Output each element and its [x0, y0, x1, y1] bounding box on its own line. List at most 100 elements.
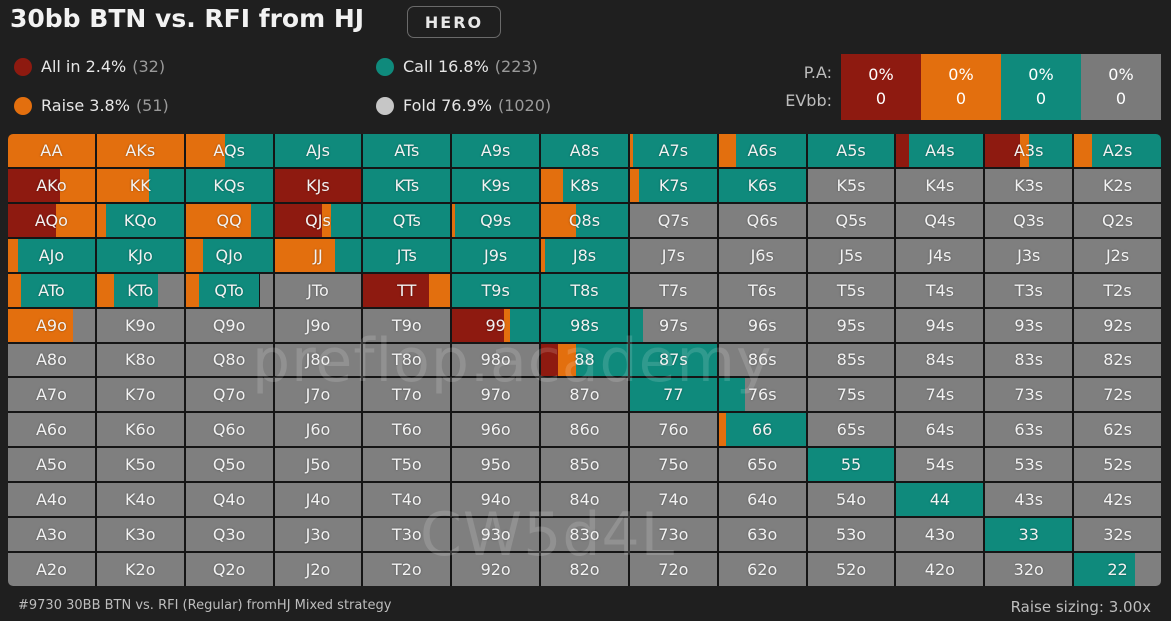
hand-cell[interactable]: 84o — [541, 483, 628, 517]
hand-cell[interactable]: TT — [363, 273, 451, 307]
hand-cell[interactable]: T3s — [985, 273, 1073, 307]
hand-cell[interactable]: QJo — [185, 238, 273, 272]
hand-cell[interactable]: A6s — [718, 134, 806, 167]
hand-cell[interactable]: T4s — [896, 273, 984, 307]
hand-cell[interactable]: 97s — [629, 308, 717, 342]
hand-cell[interactable]: T8o — [363, 343, 451, 377]
hand-cell[interactable]: 76s — [718, 378, 806, 412]
hand-cell[interactable]: J7s — [629, 238, 717, 272]
hand-cell[interactable]: AJo — [8, 238, 95, 272]
hand-cell[interactable]: 64o — [718, 483, 806, 517]
hand-cell[interactable]: J3s — [985, 238, 1073, 272]
hand-cell[interactable]: Q5s — [807, 203, 895, 237]
hand-cell[interactable]: J3o — [274, 518, 362, 552]
hand-cell[interactable]: 32s — [1074, 518, 1161, 552]
hand-cell[interactable]: Q2s — [1074, 203, 1161, 237]
hand-cell[interactable]: JTs — [363, 238, 451, 272]
hand-cell[interactable]: 97o — [452, 378, 540, 412]
hand-cell[interactable]: 82s — [1074, 343, 1161, 377]
hand-cell[interactable]: JTo — [274, 273, 362, 307]
hand-cell[interactable]: 85o — [541, 448, 628, 482]
hand-cell[interactable]: J5s — [807, 238, 895, 272]
hand-cell[interactable]: 53s — [985, 448, 1073, 482]
hand-cell[interactable]: K7o — [96, 378, 184, 412]
hand-cell[interactable]: 55 — [807, 448, 895, 482]
hand-cell[interactable]: T2s — [1074, 273, 1161, 307]
hand-cell[interactable]: Q6s — [718, 203, 806, 237]
hand-cell[interactable]: KTs — [363, 168, 451, 202]
hand-cell[interactable]: A9o — [8, 308, 95, 342]
hand-cell[interactable]: T6o — [363, 413, 451, 447]
hand-cell[interactable]: K3s — [985, 168, 1073, 202]
hand-cell[interactable]: A9s — [452, 134, 540, 167]
hand-cell[interactable]: A2s — [1074, 134, 1161, 167]
hand-cell[interactable]: KTo — [96, 273, 184, 307]
hand-cell[interactable]: J4o — [274, 483, 362, 517]
hand-cell[interactable]: K2o — [96, 553, 184, 586]
hand-cell[interactable]: 83s — [985, 343, 1073, 377]
hand-cell[interactable]: A4o — [8, 483, 95, 517]
hand-cell[interactable]: 77 — [629, 378, 717, 412]
hand-cell[interactable]: 86s — [718, 343, 806, 377]
hand-cell[interactable]: 44 — [896, 483, 984, 517]
hand-cell[interactable]: Q9o — [185, 308, 273, 342]
hand-cell[interactable]: 92s — [1074, 308, 1161, 342]
hand-cell[interactable]: 74o — [629, 483, 717, 517]
hand-cell[interactable]: K9s — [452, 168, 540, 202]
hand-cell[interactable]: 43o — [896, 518, 984, 552]
hand-cell[interactable]: A5o — [8, 448, 95, 482]
hand-cell[interactable]: 87s — [629, 343, 717, 377]
hand-cell[interactable]: 43s — [985, 483, 1073, 517]
hand-cell[interactable]: 86o — [541, 413, 628, 447]
hand-cell[interactable]: A8s — [541, 134, 628, 167]
hand-cell[interactable]: 96s — [718, 308, 806, 342]
hand-cell[interactable]: KJs — [274, 168, 362, 202]
hand-cell[interactable]: J7o — [274, 378, 362, 412]
hand-cell[interactable]: J8o — [274, 343, 362, 377]
hand-cell[interactable]: 87o — [541, 378, 628, 412]
hand-cell[interactable]: 65o — [718, 448, 806, 482]
hand-cell[interactable]: 94s — [896, 308, 984, 342]
hand-cell[interactable]: J9s — [452, 238, 540, 272]
hand-cell[interactable]: J6s — [718, 238, 806, 272]
hand-cell[interactable]: QTo — [185, 273, 273, 307]
hand-cell[interactable]: A2o — [8, 553, 95, 586]
hand-cell[interactable]: 95o — [452, 448, 540, 482]
hand-cell[interactable]: 94o — [452, 483, 540, 517]
hand-cell[interactable]: 75s — [807, 378, 895, 412]
hand-cell[interactable]: K6o — [96, 413, 184, 447]
hand-cell[interactable]: Q2o — [185, 553, 273, 586]
hand-cell[interactable]: J8s — [541, 238, 628, 272]
hand-cell[interactable]: Q8o — [185, 343, 273, 377]
hero-badge[interactable]: HERO — [407, 6, 501, 38]
hand-cell[interactable]: J2o — [274, 553, 362, 586]
hand-cell[interactable]: 62o — [718, 553, 806, 586]
hand-cell[interactable]: 85s — [807, 343, 895, 377]
hand-cell[interactable]: 92o — [452, 553, 540, 586]
hand-cell[interactable]: 54o — [807, 483, 895, 517]
hand-cell[interactable]: T6s — [718, 273, 806, 307]
hand-cell[interactable]: 93o — [452, 518, 540, 552]
hand-cell[interactable]: 73s — [985, 378, 1073, 412]
hand-cell[interactable]: J5o — [274, 448, 362, 482]
hand-cell[interactable]: 65s — [807, 413, 895, 447]
hand-cell[interactable]: Q7o — [185, 378, 273, 412]
hand-cell[interactable]: 53o — [807, 518, 895, 552]
hand-cell[interactable]: T5o — [363, 448, 451, 482]
hand-cell[interactable]: 73o — [629, 518, 717, 552]
hand-cell[interactable]: 33 — [985, 518, 1073, 552]
hand-cell[interactable]: AQo — [8, 203, 95, 237]
hand-cell[interactable]: KQo — [96, 203, 184, 237]
hand-cell[interactable]: J2s — [1074, 238, 1161, 272]
hand-cell[interactable]: A7s — [629, 134, 717, 167]
hand-cell[interactable]: 52s — [1074, 448, 1161, 482]
hand-cell[interactable]: J9o — [274, 308, 362, 342]
hand-cell[interactable]: 66 — [718, 413, 806, 447]
hand-cell[interactable]: A3o — [8, 518, 95, 552]
hand-cell[interactable]: T7o — [363, 378, 451, 412]
hand-cell[interactable]: K8o — [96, 343, 184, 377]
hand-cell[interactable]: QJs — [274, 203, 362, 237]
hand-cell[interactable]: K8s — [541, 168, 628, 202]
hand-cell[interactable]: 82o — [541, 553, 628, 586]
hand-cell[interactable]: ATo — [8, 273, 95, 307]
